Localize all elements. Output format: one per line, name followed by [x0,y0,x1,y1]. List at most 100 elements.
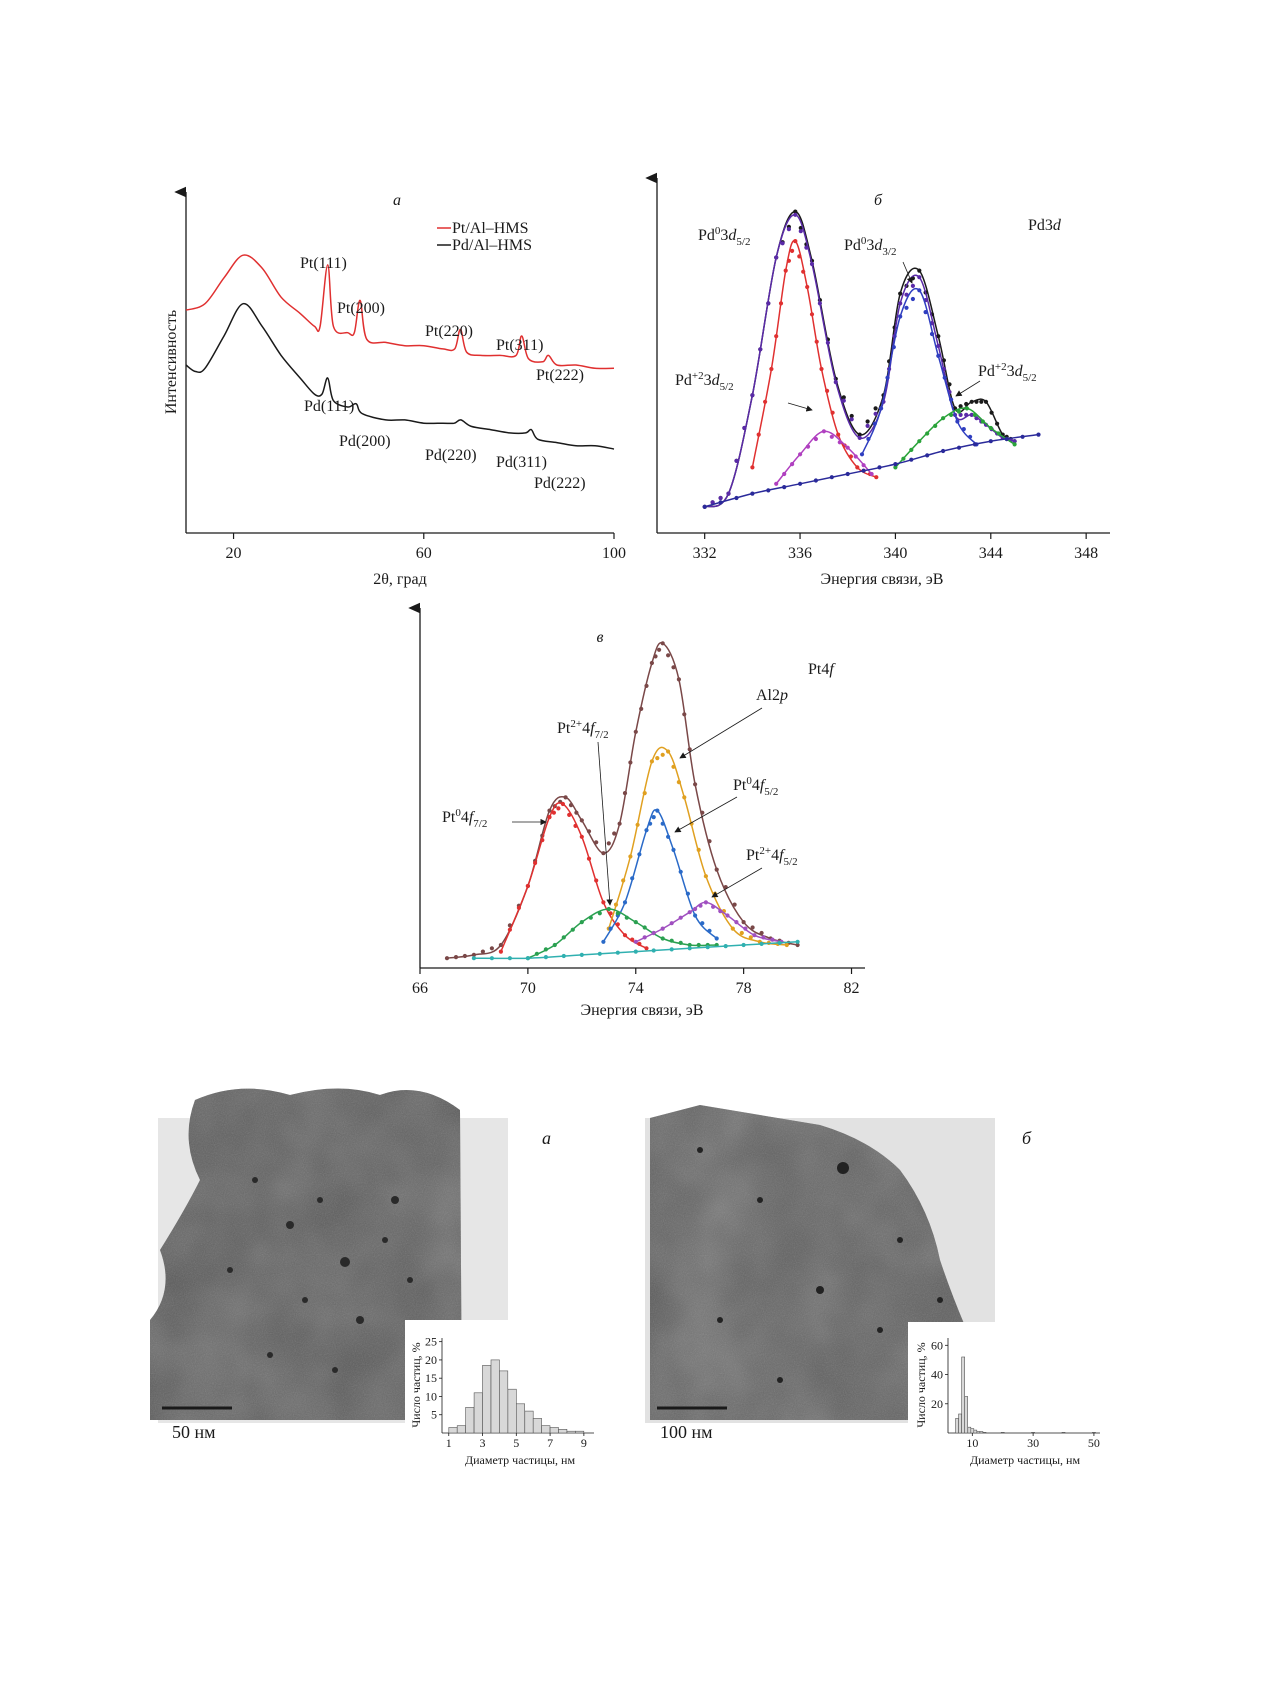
panel-b-data-point [836,432,841,437]
panel-b-data-point [917,268,922,273]
panel-b-data-point [865,423,870,428]
panel-c-data-point [671,847,676,853]
panel-c-data-point [666,653,671,658]
panel-c-data-point [601,900,606,905]
panel-b-data-point [956,445,962,450]
panel-c-data-point [669,921,674,926]
panel-a-legend: Pt/Al–HMS Pd/Al–HMS [437,220,532,254]
panel-c-data-point [678,869,683,874]
panel-c-data-point [608,926,613,931]
leader-pd0-3d32 [902,261,913,284]
panel-c-data-point [644,828,649,833]
panel-c-data-point [586,856,592,861]
panel-c-data-point [579,834,584,839]
panel-c-data-point [568,803,574,808]
panel-b-data-point [958,404,963,409]
panel-b-data-point [793,239,798,244]
panel-c-data-point [633,920,638,925]
panel-c-data-point [687,942,692,948]
hist-a-ytick-label: 10 [425,1389,437,1403]
panel-c-data-point [594,840,599,845]
hist-a-xtick-label: 7 [547,1436,553,1450]
panel-b-data-point [805,444,811,449]
panel-c-letter: в [597,629,604,646]
panel-c-data-point [685,891,691,896]
panel-c-data-point [693,782,698,787]
panel-c-data-point [676,677,682,682]
label-pd2-3d52-right: Pd+23d5/2 [978,361,1037,384]
panel-b-data-point [904,305,909,310]
panel-c-data-point [700,921,705,926]
panel-c-data-point [761,935,766,940]
panel-b-data-point [972,442,978,447]
panel-a-series-line [185,254,615,370]
panel-c-data-point [732,902,737,907]
label-pt2-4f72: Pt2+4f7/2 [557,718,609,741]
panel-c-data-point [795,939,800,944]
panel-b-data-point [750,465,755,470]
hist-a-bar [473,1392,483,1434]
panel-c-data-point [574,810,579,815]
panel-c-xtick-label: 66 [412,980,428,997]
hist-b-bar [967,1426,972,1434]
panel-b-data-point [841,398,846,403]
panel-c-data-point [660,821,665,826]
label-al2p: Al2p [756,687,788,704]
panel-b-data-point [974,416,979,421]
panel-b-data-point [766,301,771,306]
panel-c-data-point [525,956,531,961]
hist-a-bar [558,1429,568,1434]
panel-b-data-point [955,419,960,424]
label-pt0-4f72: Pt04f7/2 [442,807,487,830]
panel-b-data-point [855,465,860,470]
hist-a-xlabel: Диаметр частицы, нм [465,1453,576,1467]
panel-b-data-point [798,229,803,234]
panel-c-data-point [671,764,676,769]
panel-b-data-point [798,481,803,486]
panel-b-data-point [949,397,954,402]
panel-b-data-point [917,275,922,280]
panel-c-data-point [687,946,692,951]
panel-b-data-point [857,432,862,437]
panel-b-data-point [917,288,922,293]
panel-c-data-point [547,815,552,820]
panel-c-data-point [471,956,476,961]
panel-b-data-point [837,440,842,445]
panel-c-data-point [498,949,503,954]
panel-c-data-point [498,942,503,948]
panel-c-data-point [759,930,764,936]
label-pt2-4f52: Pt2+4f5/2 [746,845,798,868]
panel-c-data-point [678,915,683,920]
panel-c-data-point [703,874,709,879]
panel-c-data-point [622,791,628,796]
peak-label-pd311: Pd(311) [496,454,547,471]
panel-b-series-line [704,214,1015,508]
panel-b-data-point [780,241,785,246]
hist-b-bar [973,1429,978,1434]
panel-b-data-point [947,382,952,387]
panel-c-data-point [543,955,549,960]
panel-c-data-point [551,810,557,815]
panel-c-data-point [573,823,578,829]
hist-a-xtick-label: 9 [581,1436,587,1450]
panel-b-data-point [813,436,819,442]
panel-c-data-point [696,847,701,853]
panel-b-data-point [964,406,970,411]
panel-c-data-point [622,900,628,905]
panel-c-data-point [628,760,633,765]
hist-a-bars [448,1359,585,1434]
panel-c-data-point [633,939,638,944]
panel-b-data-point [917,439,922,444]
hist-a-bar [515,1403,525,1434]
leader-al2p [679,707,763,759]
panel-b-data-point [845,445,850,450]
hist-b-bar [1092,1432,1096,1434]
hist-a-bar [524,1410,534,1434]
panel-b-data-point [898,301,903,306]
panel-c-region-label: Pt4f [808,661,836,678]
panel-b-data-point [790,462,795,467]
panel-b-data-point [901,456,906,461]
panel-b-data-point [1036,432,1041,437]
panel-c-data-point [567,812,572,818]
